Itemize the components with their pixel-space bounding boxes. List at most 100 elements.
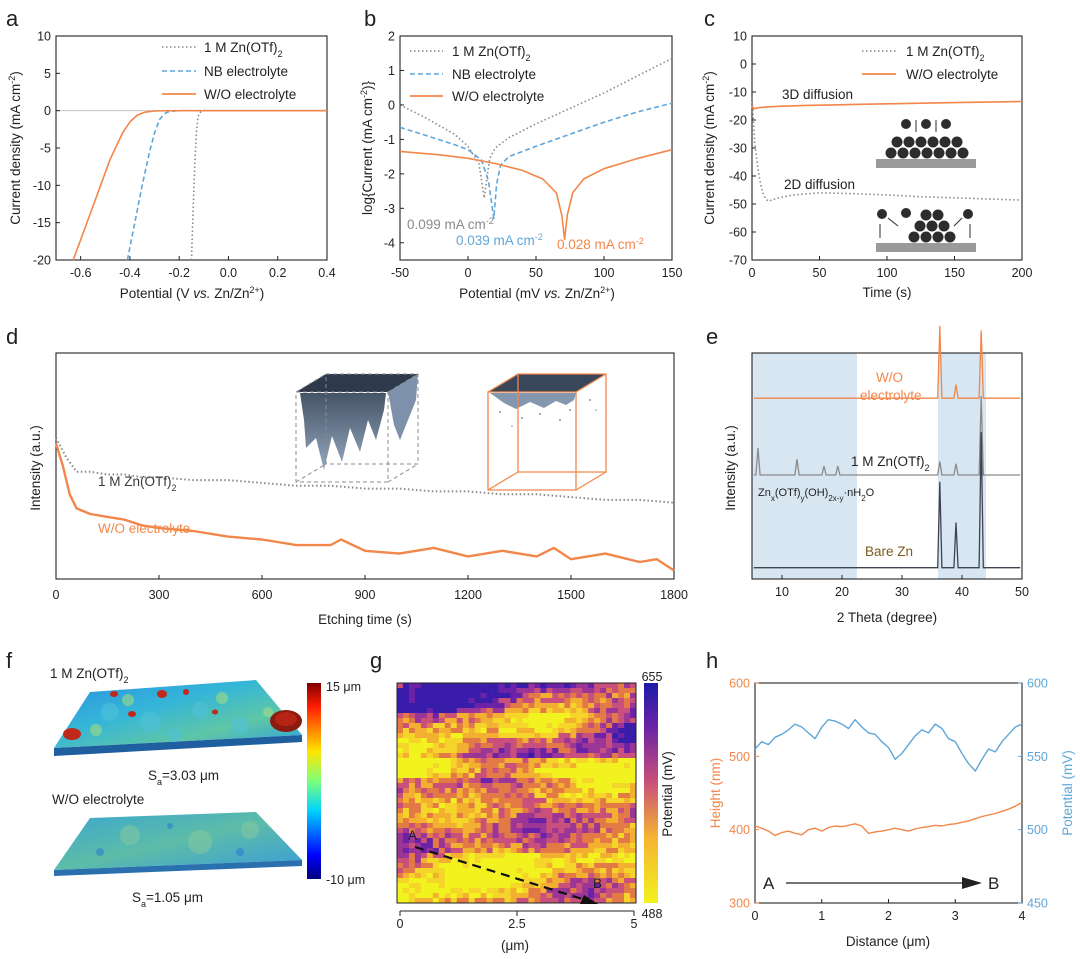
map-cell: [480, 713, 487, 719]
map-cell: [504, 818, 511, 824]
map-cell: [456, 743, 464, 749]
map-cell: [402, 683, 410, 689]
map-cell: [456, 748, 464, 754]
y-tick-label: -4: [384, 236, 395, 250]
map-cell: [558, 778, 565, 784]
map-cell: [486, 688, 493, 694]
map-cell: [414, 683, 422, 689]
map-cell: [534, 758, 541, 764]
map-cell: [618, 693, 625, 699]
map-cell: [612, 813, 619, 819]
map-cell: [588, 698, 595, 704]
map-cell: [492, 748, 499, 754]
map-cell: [432, 873, 440, 879]
map-cell: [564, 783, 571, 789]
map-cell: [408, 738, 416, 744]
map-cell: [450, 833, 458, 839]
map-cell: [486, 693, 493, 699]
map-cell: [522, 838, 529, 844]
map-cell: [498, 758, 505, 764]
map-cell: [564, 868, 571, 874]
map-cell: [552, 753, 559, 759]
map-cell: [420, 868, 428, 874]
y-tick-label: 0: [44, 104, 51, 118]
map-cell: [570, 738, 577, 744]
panel-a-legend: 1 M Zn(OTf)2 NB electrolyte W/O electrol…: [162, 40, 296, 102]
map-cell: [402, 783, 410, 789]
map-cell: [546, 853, 553, 859]
map-cell: [552, 873, 559, 879]
map-cell: [438, 798, 446, 804]
map-cell: [540, 723, 547, 729]
map-cell: [438, 888, 446, 894]
map-cell: [582, 723, 589, 729]
map-cell: [540, 703, 547, 709]
map-cell: [540, 718, 547, 724]
map-cell: [630, 788, 637, 794]
map-cell: [438, 883, 446, 889]
map-cell: [504, 808, 511, 814]
map-cell: [438, 873, 446, 879]
map-cell: [438, 828, 446, 834]
map-cell: [594, 708, 601, 714]
map-cell: [600, 793, 607, 799]
map-cell: [438, 878, 446, 884]
map-cell: [498, 893, 505, 899]
map-cell: [618, 863, 625, 869]
map-cell: [444, 823, 452, 829]
map-cell: [456, 763, 464, 769]
map-cell: [397, 693, 404, 699]
map-cell: [534, 748, 541, 754]
map-cell: [630, 898, 637, 904]
map-cell: [492, 833, 499, 839]
x-tick-label: 2.5: [508, 917, 525, 931]
point-b-label: B: [593, 876, 602, 891]
map-cell: [420, 893, 428, 899]
map-cell: [558, 838, 565, 844]
map-cell: [528, 888, 535, 894]
map-cell: [474, 718, 481, 724]
map-cell: [600, 848, 607, 854]
map-cell: [546, 688, 553, 694]
map-cell: [492, 818, 499, 824]
map-cell: [606, 823, 613, 829]
map-cell: [510, 843, 517, 849]
map-cell: [576, 798, 583, 804]
map-cell: [438, 898, 446, 904]
map-cell: [444, 858, 452, 864]
map-cell: [420, 813, 428, 819]
map-cell: [516, 798, 523, 804]
map-cell: [606, 888, 613, 894]
map-cell: [588, 848, 595, 854]
map-cell: [558, 858, 565, 864]
map-cell: [510, 753, 517, 759]
map-cell: [510, 858, 517, 864]
map-cell: [570, 823, 577, 829]
map-cell: [462, 863, 469, 869]
map-cell: [486, 808, 493, 814]
map-cell: [540, 813, 547, 819]
map-cell: [402, 878, 410, 884]
map-cell: [528, 788, 535, 794]
map-cell: [426, 723, 434, 729]
map-cell: [468, 708, 475, 714]
map-cell: [600, 868, 607, 874]
map-cell: [462, 763, 469, 769]
map-cell: [504, 833, 511, 839]
map-cell: [624, 723, 631, 729]
map-cell: [600, 783, 607, 789]
panel-h-xlabel: Distance (μm): [846, 934, 930, 949]
map-cell: [528, 783, 535, 789]
map-cell: [570, 808, 577, 814]
map-cell: [444, 688, 452, 694]
legend-label-zn-otf: 1 M Zn(OTf)2: [204, 40, 283, 59]
map-cell: [528, 808, 535, 814]
map-cell: [570, 758, 577, 764]
panel-e-ylabel: Intensity (a.u.): [723, 425, 738, 511]
map-cell: [444, 898, 452, 904]
map-cell: [582, 863, 589, 869]
map-cell: [432, 713, 440, 719]
map-cell: [408, 848, 416, 854]
map-cell: [402, 853, 410, 859]
map-cell: [486, 748, 493, 754]
